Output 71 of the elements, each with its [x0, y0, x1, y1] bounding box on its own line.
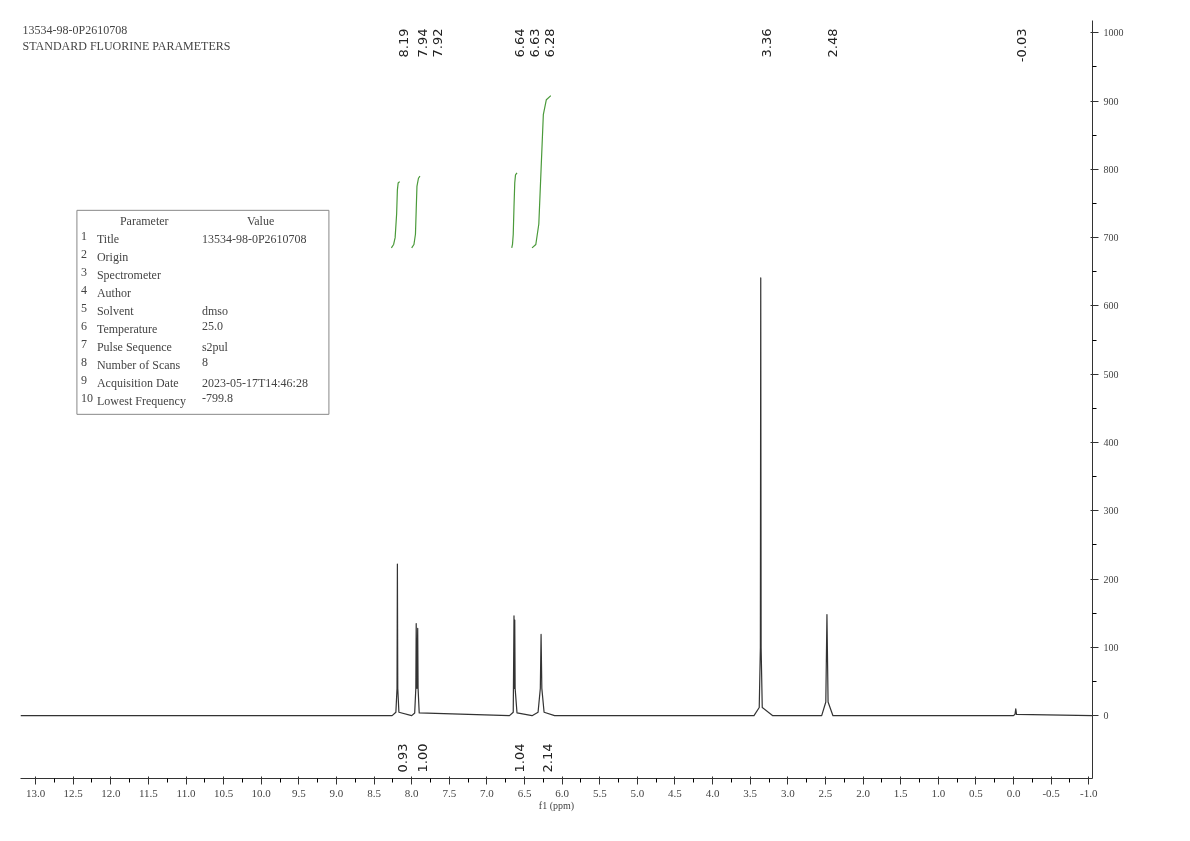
x-tick-label: 8.0	[404, 786, 420, 799]
x-tick-label: 2.5	[818, 786, 833, 799]
y-tick-label: 600	[1103, 300, 1119, 312]
annotation: 8.19	[395, 28, 411, 58]
text: 6 Temperature 25.0	[80, 319, 223, 337]
x-tick-label: 7.0	[480, 786, 495, 799]
text: 9 Acquisition Date 2023-05-17T14:46:28	[80, 373, 308, 391]
x-tick-label: 1.5	[893, 786, 909, 799]
line-series	[531, 95, 552, 249]
y-tick-label: 800	[1103, 163, 1119, 175]
x-tick-label: 3.0	[780, 786, 796, 799]
annotation: 4 Author	[80, 283, 131, 301]
x-tick-label: 6.0	[555, 786, 570, 799]
line-series	[511, 172, 518, 249]
text: 7 Pulse Sequence s2pul	[80, 337, 228, 355]
x-axis-title: f1 (ppm)	[538, 799, 575, 812]
annotation: 1.04	[512, 743, 528, 773]
y-tick-label: 0	[1103, 710, 1109, 722]
annotation: 1.00	[414, 743, 430, 773]
text: 1 Title 13534-98-0P2610708	[80, 229, 307, 247]
text: STANDARD FLUORINE PARAMETERS	[22, 38, 231, 53]
x-tick-label: 5.5	[592, 786, 608, 799]
y-tick-label: 1000	[1103, 27, 1124, 39]
x-tick-label: 1.0	[931, 786, 946, 799]
x-tick-label: 7.5	[442, 786, 457, 799]
x-tick-label: 11.0	[176, 786, 196, 799]
x-tick-label: 13.0	[25, 786, 46, 799]
annotation: 2 Origin	[80, 247, 129, 265]
y-tick-label: 900	[1103, 95, 1119, 107]
y-tick-label: 200	[1103, 573, 1119, 585]
annotation: 0.93	[395, 743, 411, 773]
annotation: 2.48	[825, 28, 841, 58]
x-tick-label: 5.0	[630, 786, 645, 799]
x-tick-label: 10.0	[251, 786, 272, 799]
line-series	[411, 175, 421, 249]
annotation: 6.28	[542, 28, 558, 58]
x-tick-label: 4.0	[705, 786, 720, 799]
text: Parameter Value	[119, 214, 275, 229]
y-tick-label: 400	[1103, 437, 1119, 449]
x-tick-label: 3.5	[743, 786, 758, 799]
x-tick-label: 6.5	[517, 786, 532, 799]
annotation: 7.94	[414, 28, 430, 58]
annotation: 6.63	[527, 28, 543, 58]
x-tick-label: 0.5	[969, 786, 984, 799]
x-tick-label: 4.5	[668, 786, 683, 799]
x-tick-label: -1.0	[1080, 786, 1098, 799]
annotation: 3.36	[759, 28, 775, 58]
x-tick-label: 10.5	[213, 786, 234, 799]
line-series	[390, 181, 401, 249]
annotation: 6.64	[512, 28, 528, 58]
x-tick-label: 2.0	[856, 786, 871, 799]
x-tick-label: 8.5	[367, 786, 382, 799]
x-tick-label: -0.5	[1042, 786, 1061, 799]
text: 8 Number of Scans 8	[80, 355, 208, 373]
x-tick-label: 12.5	[63, 786, 84, 799]
text: 5 Solvent dmso	[80, 301, 228, 319]
y-tick-label: 700	[1103, 232, 1119, 244]
y-tick-label: 500	[1103, 368, 1119, 380]
y-tick-label: 100	[1103, 641, 1119, 653]
x-tick-label: 9.5	[291, 786, 307, 799]
x-tick-label: 11.5	[138, 786, 159, 799]
x-tick-label: 0.0	[1006, 786, 1021, 799]
annotation: 2.14	[539, 743, 555, 773]
annotation: -0.03	[1014, 28, 1030, 63]
x-tick-label: 9.0	[329, 786, 344, 799]
x-tick-label: 12.0	[101, 786, 121, 799]
annotation: 3 Spectrometer	[80, 265, 161, 283]
text: 10 Lowest Frequency -799.8	[80, 391, 233, 409]
annotation: 7.92	[429, 28, 445, 58]
y-tick-label: 300	[1103, 505, 1119, 517]
chart-title: 13534-98-0P2610708	[22, 22, 128, 37]
